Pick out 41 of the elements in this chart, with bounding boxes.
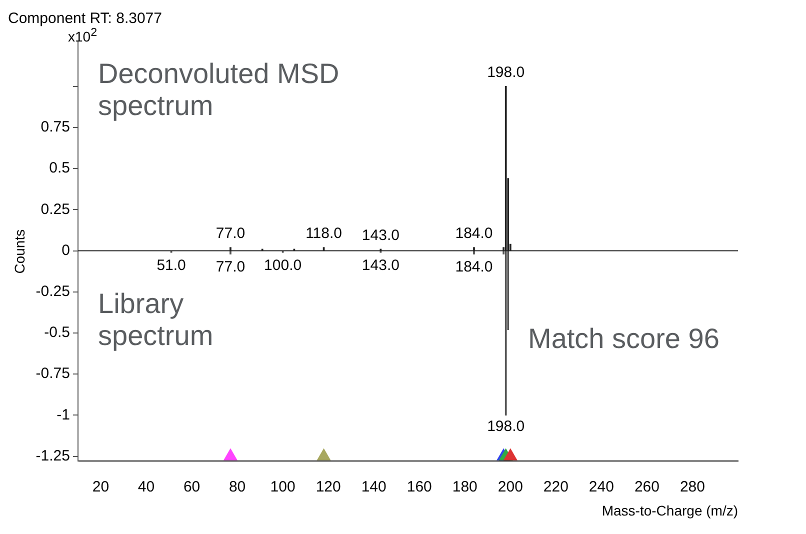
x-tick-label: 140 [361,478,386,496]
y-axis-title: Counts [11,229,28,274]
x-tick-label: 220 [543,478,568,496]
annotation: 143.0 [362,257,400,274]
annotation: Match score 96 [528,323,720,356]
annotation: 77.0 [216,225,246,242]
annotation: 51.0 [156,257,186,274]
y-tick-label: 0.5 [49,160,70,177]
x-tick-label: 40 [138,478,155,496]
y-tick-label: -0.75 [36,365,70,382]
y-tick-label: -0.25 [36,283,70,300]
annotation: 198.0 [487,418,525,435]
x-tick-label: 120 [316,478,341,496]
x-tick-label: 160 [406,478,432,496]
x-tick-label: 60 [183,478,200,496]
x-tick-label: 180 [452,478,478,496]
annotation: Library spectrum [98,288,214,352]
x-tick-label: 280 [680,478,705,496]
x-tick-label: 240 [588,478,614,496]
y-tick-label: 0.75 [40,118,70,136]
y-tick-label: -1 [56,406,70,424]
annotation: 118.0 [306,225,342,242]
y-tick-label: -0.5 [44,324,70,342]
y-tick-label: 0.25 [40,200,70,218]
annotation: 143.0 [362,226,400,244]
x-tick-label: 100 [270,478,296,496]
annotation: 184.0 [455,225,493,242]
x-tick-label: 20 [92,478,110,496]
annotation: 184.0 [455,258,493,276]
x-axis-title: Mass-to-Charge (m/z) [602,502,738,518]
x-tick-label: 260 [634,478,660,496]
x-tick-label: 80 [228,478,246,496]
y-tick-label: 0 [62,242,70,259]
chart-title: Component RT: 8.3077 [8,9,163,28]
annotation: 77.0 [216,258,246,276]
y-tick-label: -1.25 [36,447,70,464]
x-tick-label: 200 [498,478,523,496]
annotation: x10$^{2}$ [68,26,98,45]
annotation: Deconvoluted MSD spectrum [98,58,340,122]
annotation: 100.0 [264,257,302,274]
annotation: 198.0 [487,64,525,82]
